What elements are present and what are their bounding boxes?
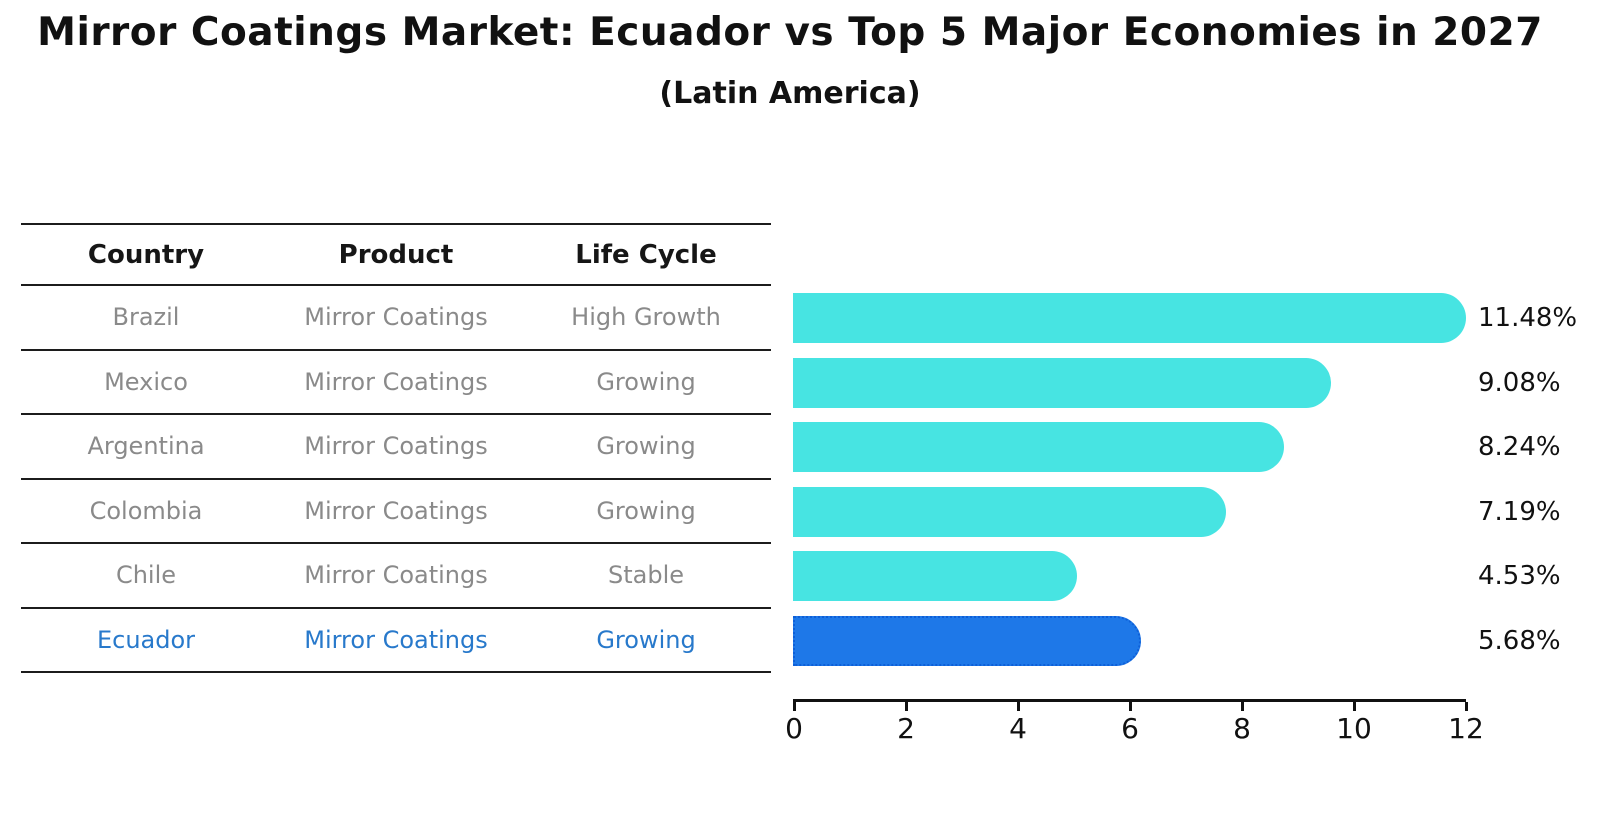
table-body: Brazil Mirror Coatings High Growth Mexico Mi… [21, 286, 771, 673]
data-table: Country Product Life Cycle Brazil Mirror … [21, 223, 771, 673]
bar-brazil [793, 293, 1466, 343]
bar-band [793, 609, 1466, 674]
x-axis-tick [1465, 702, 1468, 711]
table-cell-product: Mirror Coatings [304, 625, 488, 654]
x-axis-tick [1353, 702, 1356, 711]
bar-value-label: 11.48% [1478, 303, 1578, 334]
bar-value-label: 8.24% [1478, 432, 1561, 463]
table-cell-life-cycle: Stable [607, 561, 685, 590]
bar-value-label: 9.08% [1478, 367, 1561, 398]
table-cell-product: Mirror Coatings [304, 303, 488, 332]
table-cell-country: Ecuador [96, 625, 196, 654]
table-row: Mexico Mirror Coatings Growing [21, 351, 771, 415]
x-axis-tick-label: 0 [785, 712, 803, 745]
x-axis-tick [1129, 702, 1132, 711]
x-axis-tick [793, 702, 796, 711]
x-axis [793, 699, 1466, 702]
page-subtitle: (Latin America) [659, 76, 921, 111]
table-cell-life-cycle: Growing [596, 367, 696, 396]
bar-highlight-ecuador [793, 615, 1142, 666]
table-cell-life-cycle: Growing [596, 625, 696, 654]
bar-band [793, 286, 1466, 351]
page-title: Mirror Coatings Market: Ecuador vs Top 5… [37, 10, 1543, 55]
bar-value-label: 4.53% [1478, 561, 1561, 592]
x-axis-tick-label: 10 [1336, 712, 1372, 745]
x-axis-tick-label: 2 [897, 712, 915, 745]
table-cell-life-cycle: Growing [596, 432, 696, 461]
bar-chile [793, 551, 1077, 601]
table-row: Argentina Mirror Coatings Growing [21, 415, 771, 480]
bar-value-labels: 11.48% 9.08% 8.24% 7.19% 4.53% 5.68% [1478, 286, 1604, 673]
bar-value-label: 5.68% [1478, 625, 1561, 656]
bar-value-label: 7.19% [1478, 496, 1561, 527]
x-axis-tick [1017, 702, 1020, 711]
table-row: Colombia Mirror Coatings Growing [21, 480, 771, 544]
x-axis-tick-label: 12 [1448, 712, 1484, 745]
table-cell-product: Mirror Coatings [304, 496, 488, 525]
bar-band [793, 415, 1466, 480]
table-header-country: Country [87, 239, 205, 270]
table-cell-country: Colombia [89, 496, 203, 525]
table-header-product: Product [338, 239, 454, 270]
table-row: Ecuador Mirror Coatings Growing [21, 609, 771, 673]
table-header-life-cycle: Life Cycle [575, 239, 717, 270]
table-cell-country: Mexico [104, 367, 188, 396]
bar-band [793, 351, 1466, 416]
table-row: Chile Mirror Coatings Stable [21, 544, 771, 609]
bar-band [793, 480, 1466, 545]
bar-mexico [793, 357, 1332, 408]
x-axis-tick [1241, 702, 1244, 711]
x-axis-tick-label: 6 [1121, 712, 1139, 745]
table-cell-country: Argentina [87, 432, 205, 461]
table-cell-country: Chile [115, 561, 177, 590]
table-cell-product: Mirror Coatings [304, 367, 488, 396]
x-axis-tick-label: 8 [1233, 712, 1251, 745]
table-cell-product: Mirror Coatings [304, 561, 488, 590]
bar-argentina [793, 422, 1285, 472]
x-axis-tick-label: 4 [1009, 712, 1027, 745]
table-cell-product: Mirror Coatings [304, 432, 488, 461]
bar-band [793, 544, 1466, 609]
table-cell-country: Brazil [112, 303, 180, 332]
table-cell-life-cycle: High Growth [571, 303, 721, 332]
table-row: Brazil Mirror Coatings High Growth [21, 286, 771, 351]
bar-colombia [793, 486, 1226, 537]
table-cell-life-cycle: Growing [596, 496, 696, 525]
x-axis-tick [905, 702, 908, 711]
table-header-row: Country Product Life Cycle [21, 223, 771, 286]
bar-chart [793, 286, 1466, 673]
